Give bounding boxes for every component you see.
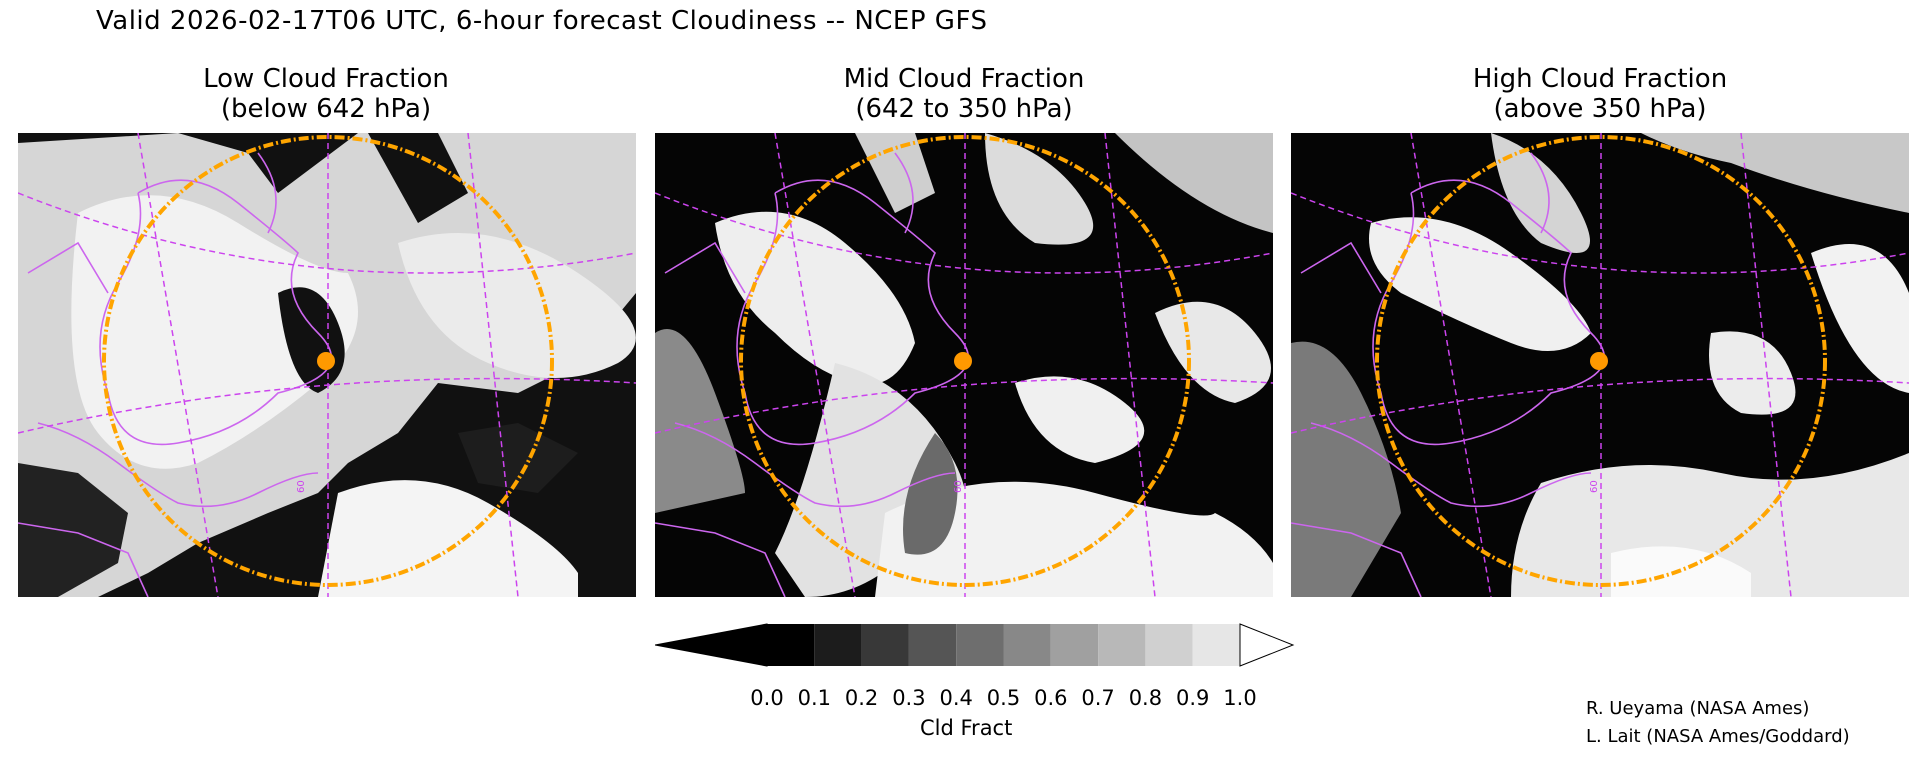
grid-label: 60	[953, 480, 964, 493]
colorbar-tick-label: 0.1	[797, 686, 831, 710]
colorbar-under-arrow	[655, 623, 768, 667]
colorbar-cell	[956, 624, 1004, 666]
colorbar-cell	[908, 624, 957, 666]
low-cloud-map[interactable]: 60	[18, 133, 636, 597]
colorbar-tick-label: 0.7	[1081, 686, 1115, 710]
range-ring	[739, 135, 1191, 587]
colorbar-tick-label: 0.8	[1128, 686, 1163, 710]
credit-line-2: L. Lait (NASA Ames/Goddard)	[1586, 726, 1850, 747]
cloud-field	[655, 133, 1273, 597]
colorbar-over-arrow	[1239, 623, 1295, 667]
colorbar-cell	[767, 624, 815, 666]
colorbar-tick-label: 0.0	[750, 686, 784, 710]
main-title: Valid 2026-02-17T06 UTC, 6-hour forecast…	[96, 6, 988, 36]
credit-line-1: R. Ueyama (NASA Ames)	[1586, 698, 1810, 719]
location-marker	[954, 352, 972, 370]
panel-title-mid: Mid Cloud Fraction (642 to 350 hPa)	[654, 64, 1274, 124]
colorbar-tick-label: 0.3	[892, 686, 926, 710]
colorbar-tick-label: 0.9	[1175, 686, 1210, 710]
location-marker	[1590, 352, 1608, 370]
panel-title-line2: (642 to 350 hPa)	[855, 94, 1073, 124]
colorbar-cells	[767, 624, 1240, 666]
panel-title-low: Low Cloud Fraction (below 642 hPa)	[16, 64, 636, 124]
colorbar-units: Cld Fract	[920, 716, 1013, 740]
colorbar-cell	[1098, 624, 1146, 666]
panel-title-line1: High Cloud Fraction	[1472, 64, 1728, 94]
panel-title-high: High Cloud Fraction (above 350 hPa)	[1290, 64, 1910, 124]
grid-label: 60	[1589, 480, 1600, 493]
panel-title-line1: Mid Cloud Fraction	[843, 64, 1085, 94]
colorbar-cell	[1192, 624, 1240, 666]
colorbar-tick-label: 1.0	[1223, 686, 1257, 710]
high-cloud-map[interactable]: 60	[1291, 133, 1909, 597]
coastlines	[18, 152, 333, 597]
colorbar-cell	[814, 624, 862, 666]
range-ring	[102, 135, 554, 587]
colorbar-cell	[1050, 624, 1099, 666]
colorbar-tick-label: 0.4	[939, 686, 973, 710]
colorbar-cell	[1145, 624, 1193, 666]
location-marker	[317, 352, 335, 370]
colorbar-cell	[1003, 624, 1051, 666]
panel-title-line2: (above 350 hPa)	[1493, 94, 1707, 124]
panel-title-line2: (below 642 hPa)	[220, 94, 432, 124]
colorbar-tick-label: 0.6	[1034, 686, 1068, 710]
cloud-field	[1291, 133, 1909, 597]
coastlines	[1291, 152, 1606, 597]
panel-title-line1: Low Cloud Fraction	[203, 64, 449, 94]
grid-label: 60	[296, 480, 307, 493]
range-ring	[1375, 135, 1827, 587]
colorbar	[655, 623, 1295, 667]
colorbar-tick-label: 0.2	[844, 686, 879, 710]
coastlines	[655, 152, 970, 597]
mid-cloud-map[interactable]: 60	[655, 133, 1273, 597]
colorbar-cell	[861, 624, 909, 666]
colorbar-tick-label: 0.5	[986, 686, 1021, 710]
